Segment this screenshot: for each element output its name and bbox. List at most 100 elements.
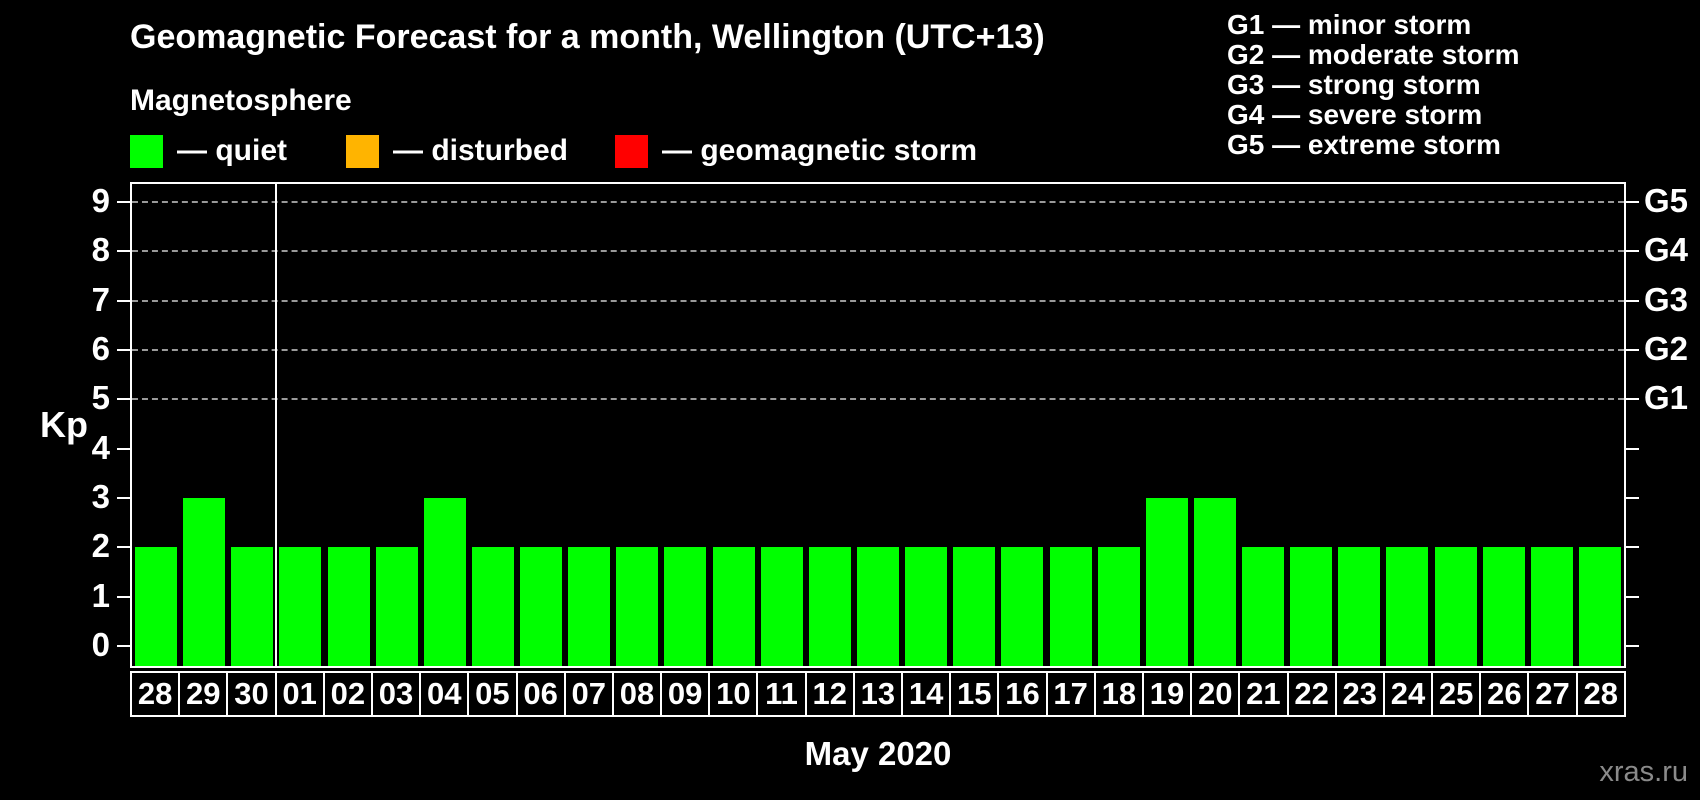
right-axis-label-g1: G1 [1644, 379, 1689, 417]
y-axis-label-4: 4 [91, 428, 110, 466]
day-label-10: 10 [708, 671, 759, 717]
kp-bar-day-17 [1049, 547, 1092, 666]
right-axis-tick-7 [1626, 299, 1639, 302]
right-axis-tick-0 [1626, 645, 1639, 647]
right-axis-tick-5 [1626, 398, 1639, 401]
left-axis-tick-8 [117, 250, 130, 253]
y-axis-label-1: 1 [91, 576, 110, 614]
day-label-14: 14 [901, 671, 952, 717]
kp-bar-day-22 [1290, 547, 1333, 666]
day-label-26: 26 [1479, 671, 1530, 717]
kp-bar-day-20 [1193, 498, 1236, 666]
day-label-03: 03 [370, 671, 422, 717]
kp-bar-day-16 [1001, 547, 1044, 666]
kp-bar-day-15 [953, 547, 996, 666]
y-axis-label-2: 2 [91, 527, 110, 565]
y-axis-label-9: 9 [91, 182, 110, 220]
plot-area: 0 1 2 3 4 5 6 7 8 9 G1 G2 G3 G4 G5 [92, 182, 1688, 668]
x-axis-day-labels: 28 29 30 01 02 03 04 05 06 07 08 09 10 11 12 13 14 15 16 17… [130, 671, 1626, 717]
kp-bar-day-03 [375, 547, 418, 666]
right-axis-tick-8 [1626, 250, 1639, 253]
kp-bar-day-23 [1338, 547, 1381, 666]
legend-label-disturbed: — disturbed [393, 134, 569, 167]
watermark: xras.ru [1599, 756, 1688, 788]
kp-bar-day-10 [712, 547, 755, 666]
legend-swatch-quiet [130, 134, 163, 168]
left-axis-tick-7 [117, 299, 130, 302]
day-label-20: 20 [1190, 671, 1241, 717]
day-label-18: 18 [1093, 671, 1144, 717]
gridline-kp-9 [132, 201, 1624, 203]
kp-bar-day-05 [471, 547, 514, 666]
kp-bar-day-09 [664, 547, 707, 666]
kp-bar-day-29 [183, 498, 226, 666]
day-label-23: 23 [1334, 671, 1385, 717]
day-label-28: 28 [1575, 671, 1626, 717]
left-axis-tick-1 [117, 595, 130, 598]
legend-label-quiet: — quiet [177, 134, 287, 167]
day-label-05: 05 [467, 671, 518, 717]
day-label-15: 15 [949, 671, 1000, 717]
y-axis-title: Kp [40, 404, 88, 445]
day-label-24: 24 [1382, 671, 1434, 717]
g-legend-line-5: G5 — extreme storm [1227, 129, 1501, 160]
gridline-kp-5 [132, 398, 1624, 401]
day-label-08: 08 [611, 671, 663, 717]
kp-state-legend: — quiet — disturbed — geomagnetic storm [0, 133, 1700, 169]
right-axis-tick-1 [1626, 595, 1639, 598]
y-axis-label-3: 3 [91, 478, 110, 516]
kp-bar-day-02 [327, 547, 370, 666]
kp-bar-day-12 [808, 547, 851, 666]
day-label-17: 17 [1045, 671, 1096, 717]
day-label-25: 25 [1431, 671, 1482, 717]
g-scale-legend: G1 — minor storm G2 — moderate storm G3 — … [1227, 10, 1520, 160]
gridline-kp-7 [132, 299, 1624, 302]
kp-bar-day-07 [568, 547, 611, 666]
legend-swatch-disturbed [346, 134, 379, 168]
right-axis-tick-2 [1626, 546, 1639, 549]
g-legend-line-1: G1 — minor storm [1227, 9, 1472, 40]
kp-bar-day-28 [1578, 547, 1621, 666]
day-label-19: 19 [1141, 671, 1193, 717]
kp-bar-day-13 [857, 547, 899, 666]
kp-bar-day-18 [1097, 547, 1140, 666]
y-axis-label-6: 6 [91, 330, 110, 368]
y-axis-label-7: 7 [91, 280, 110, 318]
kp-bar-day-26 [1482, 547, 1525, 666]
legend-item-geomagnetic-storm: — geomagnetic storm [615, 133, 977, 169]
right-axis-tick-6 [1626, 349, 1639, 351]
day-label-27: 27 [1527, 671, 1578, 717]
chart-subtitle: Magnetosphere [130, 84, 352, 117]
kp-bar-day-08 [616, 547, 659, 666]
month-separator-line [275, 184, 278, 666]
kp-bar-day-04 [423, 498, 466, 666]
right-axis-label-g3: G3 [1644, 280, 1689, 318]
day-label-29: 29 [178, 671, 229, 717]
day-label-16: 16 [997, 671, 1048, 717]
y-axis-label-8: 8 [91, 231, 110, 269]
right-axis-tick-3 [1626, 497, 1639, 499]
day-label-21: 21 [1238, 671, 1289, 717]
y-axis-label-5: 5 [91, 379, 110, 417]
left-axis-tick-2 [117, 546, 130, 549]
g-legend-line-4: G4 — severe storm [1227, 99, 1483, 130]
kp-bar-day-25 [1434, 547, 1477, 666]
day-label-22: 22 [1286, 671, 1337, 717]
g-legend-line-2: G2 — moderate storm [1227, 39, 1520, 70]
kp-bar-day-19 [1145, 498, 1188, 666]
legend-label-geomagnetic-storm: — geomagnetic storm [662, 134, 978, 167]
day-label-04: 04 [419, 671, 470, 717]
kp-bar-day-11 [760, 547, 803, 666]
kp-bar-day-06 [520, 547, 563, 666]
kp-bar-day-30 [231, 547, 274, 666]
left-axis-tick-4 [117, 447, 130, 450]
kp-bar-day-27 [1530, 547, 1573, 666]
right-axis-label-g5: G5 [1644, 182, 1689, 220]
day-label-02: 02 [322, 671, 373, 717]
day-label-01: 01 [274, 671, 325, 717]
day-label-11: 11 [756, 671, 807, 717]
legend-item-quiet: — quiet [130, 133, 287, 169]
right-axis-label-g4: G4 [1644, 231, 1689, 269]
day-label-09: 09 [660, 671, 711, 717]
